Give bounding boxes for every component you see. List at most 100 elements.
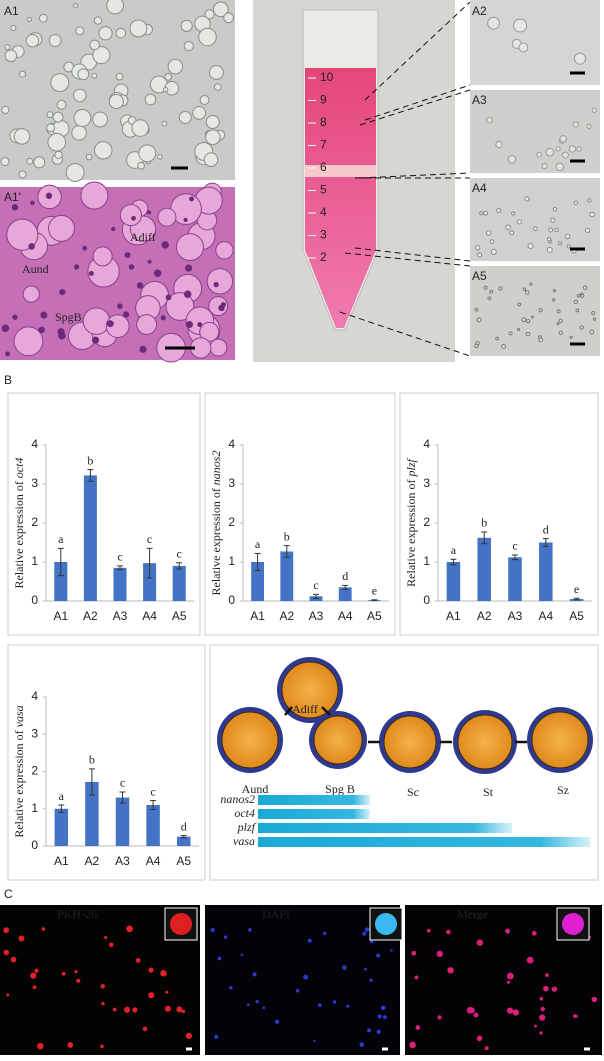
panel-box — [209, 644, 599, 881]
cell — [485, 230, 492, 236]
cell — [512, 1009, 519, 1016]
cell — [137, 161, 145, 170]
cell — [56, 99, 67, 110]
cell — [47, 132, 67, 152]
cell — [558, 318, 563, 324]
cell — [38, 13, 48, 23]
bar — [176, 836, 191, 846]
cell — [568, 145, 577, 153]
cell — [369, 939, 374, 944]
cell — [506, 972, 514, 980]
cell — [332, 1000, 337, 1004]
cell — [183, 41, 194, 52]
cell-label: Spg B — [325, 782, 355, 796]
cell — [108, 942, 114, 948]
significance-label: b — [87, 453, 93, 467]
histology-label: Adiff — [130, 230, 156, 244]
cell — [521, 317, 527, 323]
x-tick-label: A2 — [85, 854, 100, 868]
cell — [505, 928, 511, 934]
cell — [85, 153, 93, 161]
graduation-label: 8 — [320, 115, 327, 129]
cell-body — [531, 711, 589, 769]
y-tick-label: 1 — [31, 554, 38, 568]
cell — [153, 269, 162, 277]
cell — [80, 181, 109, 210]
cell — [526, 956, 534, 964]
cell — [322, 931, 327, 936]
y-axis-label: Relative expression of nanos2 — [209, 451, 223, 596]
cell — [160, 970, 167, 977]
cell — [46, 111, 54, 119]
cell — [180, 19, 193, 32]
significance-label: e — [372, 584, 377, 598]
cell — [506, 980, 511, 984]
cell — [229, 985, 233, 990]
cell — [176, 1006, 183, 1013]
cell — [73, 108, 92, 127]
bar — [115, 797, 130, 846]
cell — [240, 953, 243, 957]
cell-body — [457, 714, 513, 770]
cell — [76, 978, 81, 983]
cell — [124, 252, 131, 259]
panel-label: A4 — [472, 181, 487, 195]
cell — [93, 16, 103, 25]
bar — [83, 475, 97, 601]
tube-liquid — [305, 68, 376, 328]
cell — [436, 950, 443, 958]
cell — [556, 309, 561, 314]
histology-label: SpgB — [55, 310, 82, 324]
significance-label: c — [313, 578, 318, 592]
cell — [569, 335, 573, 339]
cell — [582, 285, 588, 290]
cell — [572, 121, 579, 128]
cell — [37, 1042, 44, 1050]
cell — [144, 93, 157, 106]
significance-label: c — [177, 547, 182, 561]
cell — [18, 935, 23, 940]
x-tick-label: A3 — [113, 609, 128, 623]
y-tick-label: 4 — [423, 437, 430, 451]
gene-label: nanos2 — [220, 792, 255, 806]
cell — [123, 1006, 131, 1013]
image-label: DAPI — [262, 907, 290, 921]
panel-label: B — [4, 373, 12, 387]
significance-label: d — [181, 819, 187, 833]
panel-box — [399, 392, 599, 636]
cell — [381, 1005, 386, 1011]
cell — [6, 993, 10, 997]
significance-label: b — [481, 516, 487, 530]
cell — [28, 243, 35, 250]
cell — [524, 196, 530, 202]
cell — [192, 106, 207, 120]
cell — [252, 972, 257, 977]
cell — [495, 336, 499, 341]
x-tick-label: A1 — [54, 854, 69, 868]
cell — [591, 107, 598, 113]
cell — [100, 984, 106, 989]
x-tick-label: A2 — [477, 609, 492, 623]
cell — [91, 72, 98, 79]
cell — [50, 73, 70, 93]
cell — [54, 150, 63, 160]
graduation-label: 3 — [320, 228, 327, 242]
bar — [338, 587, 352, 601]
cell — [496, 208, 502, 213]
cell — [483, 210, 488, 216]
cell — [586, 123, 592, 129]
cell — [527, 242, 534, 249]
cell — [477, 252, 483, 258]
cell — [77, 68, 90, 81]
bar — [54, 562, 68, 601]
y-tick-label: 4 — [31, 689, 38, 703]
cell — [92, 46, 111, 65]
cell — [157, 207, 177, 227]
x-tick-label: A1 — [250, 609, 265, 623]
cell — [376, 1029, 381, 1034]
significance-label: c — [147, 532, 152, 546]
cell — [534, 1024, 538, 1028]
bar — [146, 805, 160, 846]
cell — [183, 290, 192, 298]
cell-body — [313, 715, 363, 765]
